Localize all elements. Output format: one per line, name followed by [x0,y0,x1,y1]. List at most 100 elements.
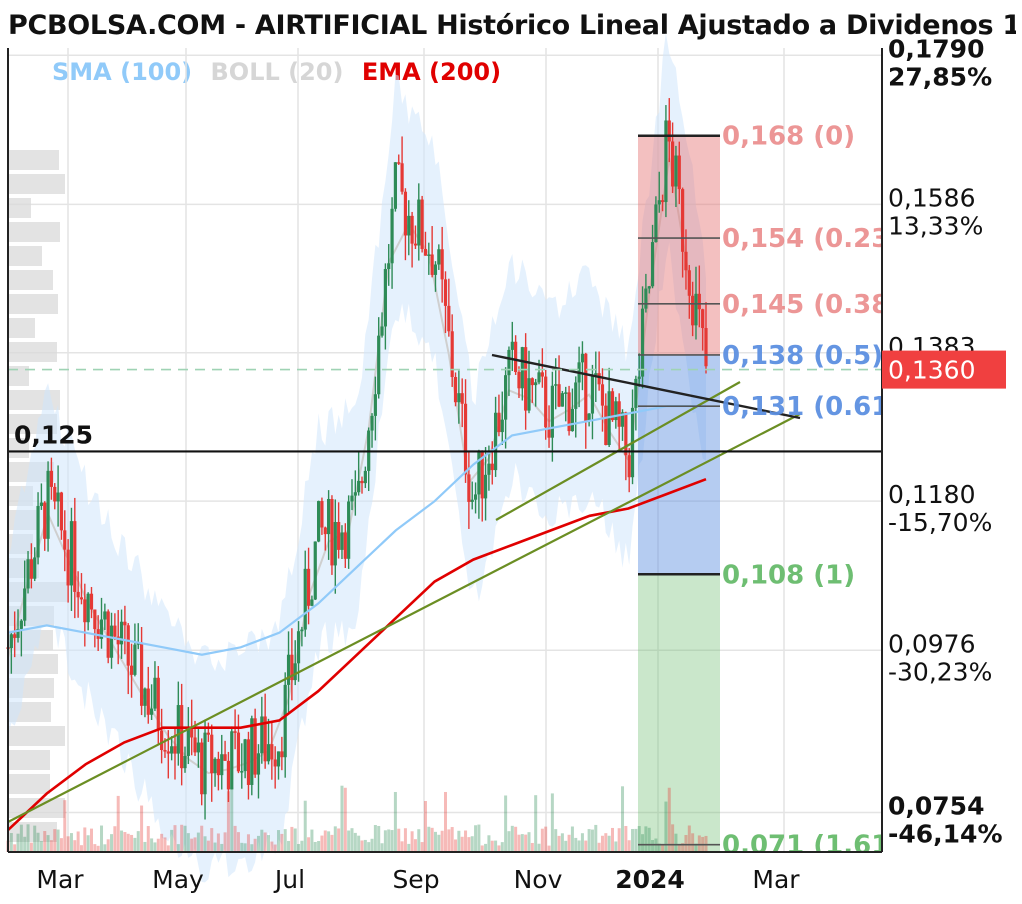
volume-bar [116,795,120,852]
volume-bar [641,834,645,852]
volume-bar [166,845,170,852]
current-price-tag: 0,1360 [882,350,1006,389]
volume-bar [320,835,324,852]
volume-bar [460,836,464,852]
volume-bar [373,825,377,852]
volume-bar [263,832,267,852]
volume-profile-bar [8,318,35,338]
fib-zone-green [638,574,720,852]
volume-bar [150,838,154,852]
volume-profile-bar [8,822,57,842]
volume-bar [600,835,604,852]
candle-body [153,677,157,709]
candle-body [129,665,134,675]
volume-bar [530,842,534,852]
trend-line-resistance [491,353,801,420]
volume-bar [347,830,351,852]
bollinger-band-area [8,32,706,883]
volume-bar [464,830,468,852]
candle-body [160,730,164,751]
volume-bar [180,824,184,852]
volume-bar [621,786,625,852]
candle-body [560,393,564,407]
candle-body [510,341,514,350]
volume-bar [23,836,27,852]
candle-body [704,328,708,367]
volume-bar [367,842,371,852]
volume-bar [550,793,554,852]
candle-body [69,521,74,586]
candle-body [681,189,685,252]
volume-bar [624,825,628,852]
volume-bar [457,830,461,852]
candle-body [200,742,204,795]
candle-body [627,455,631,478]
volume-bar [403,828,407,852]
support-line-label: 0,125 [14,420,93,449]
volume-bar [310,829,314,852]
candle-body [163,750,167,752]
candle-body [550,385,554,438]
volume-bar [220,843,224,852]
grid [8,48,882,852]
candle-body [357,480,361,493]
candle-body [590,375,595,414]
candle-body [246,739,251,785]
candles [6,98,708,820]
candle-body [173,746,177,754]
volume-profile-bar [8,246,42,266]
volume-bar [327,831,331,852]
y-tick-percent: 13,33% [888,211,983,240]
candle-body [323,527,327,535]
candle-body [587,413,591,422]
candle-body [296,631,301,664]
volume-bar [534,795,538,852]
candle-body [514,341,518,373]
candle-body [66,549,70,586]
volume-bar [9,833,13,852]
candle-body [350,495,354,502]
volume-bar [120,830,124,852]
volume-bar [570,826,574,852]
candle-body [266,744,271,762]
candle-body [193,737,197,753]
volume-bar [73,840,77,852]
volume-bar [524,834,528,852]
candle-body [16,628,20,638]
candle-body [63,530,67,550]
candle-body [554,384,558,386]
volume-bar [39,841,43,852]
volume-bar [290,826,294,852]
y-tick-value: 0,1790 [888,34,984,63]
candle-body [233,731,237,733]
volume-bar [450,827,454,852]
candle-body [440,249,444,280]
x-tick-label: 2024 [615,865,685,894]
volume-bar [287,840,291,852]
candle-body [664,120,668,203]
volume-bar [617,828,621,852]
candle-body [477,450,481,495]
candle-body [76,591,80,598]
volume-bar [69,833,73,852]
candle-body [530,378,534,386]
fib-level-label: 0,138 (0.5) [722,341,883,371]
volume-bar [423,800,427,852]
candle-body [223,754,227,761]
volume-bar [223,832,227,852]
candle-body [534,382,538,386]
volume-bar [390,830,394,852]
volume-profile-bar [8,750,50,770]
volume-bar [691,833,695,852]
candle-body [119,621,124,645]
volume-bar [440,830,444,852]
volume-bar [56,829,60,852]
legend-boll: BOLL (20) [210,58,344,86]
volume-bar [96,845,100,852]
volume-bar [130,834,134,852]
fibonacci-levels: 0,168 (0) 0,154 (0.236) 0,145 (0.382) 0,138… [638,122,883,852]
volume-bar [146,826,150,852]
volume-bar [514,826,518,852]
volume-bar [353,832,357,852]
